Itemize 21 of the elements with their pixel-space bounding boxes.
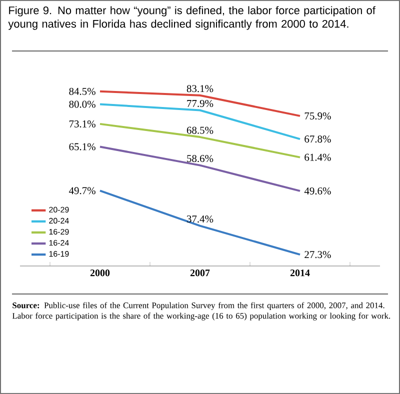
data-label: 27.3% xyxy=(304,251,331,258)
data-label: 58.6% xyxy=(187,155,214,162)
data-label: 65.1% xyxy=(69,143,96,150)
data-label: 49.7% xyxy=(68,187,96,194)
data-label: 73.1% xyxy=(69,120,96,128)
data-label: 83.1% xyxy=(186,85,214,92)
data-label: 75.9% xyxy=(304,112,331,120)
data-label: 67.8% xyxy=(304,136,331,143)
x-tick-label: 2007 xyxy=(190,270,210,276)
data-label: 49.6% xyxy=(304,187,331,195)
chart-title: Figure 9. No matter how “young” is defined, the labor force participation of young natives in Florida has declined significantly from 2000 to 2014. xyxy=(8,6,376,30)
data-label: 37.4% xyxy=(186,215,214,223)
x-tick-label: 2014 xyxy=(290,270,310,276)
data-label: 77.9% xyxy=(187,100,214,108)
x-tick-label: 2000 xyxy=(90,270,110,276)
data-label: 68.5% xyxy=(186,126,214,134)
text: Labor force participation is the share of the working-age (16 to 65) population working or looking for work. xyxy=(12,312,390,320)
data-label: 80.0% xyxy=(69,100,96,108)
data-label: 84.5% xyxy=(69,88,96,95)
text: Source: Public-use files of the Current Population Survey from the first quarters of 2000, 2007, and 2014. xyxy=(12,302,384,310)
data-label: 61.4% xyxy=(304,154,331,161)
